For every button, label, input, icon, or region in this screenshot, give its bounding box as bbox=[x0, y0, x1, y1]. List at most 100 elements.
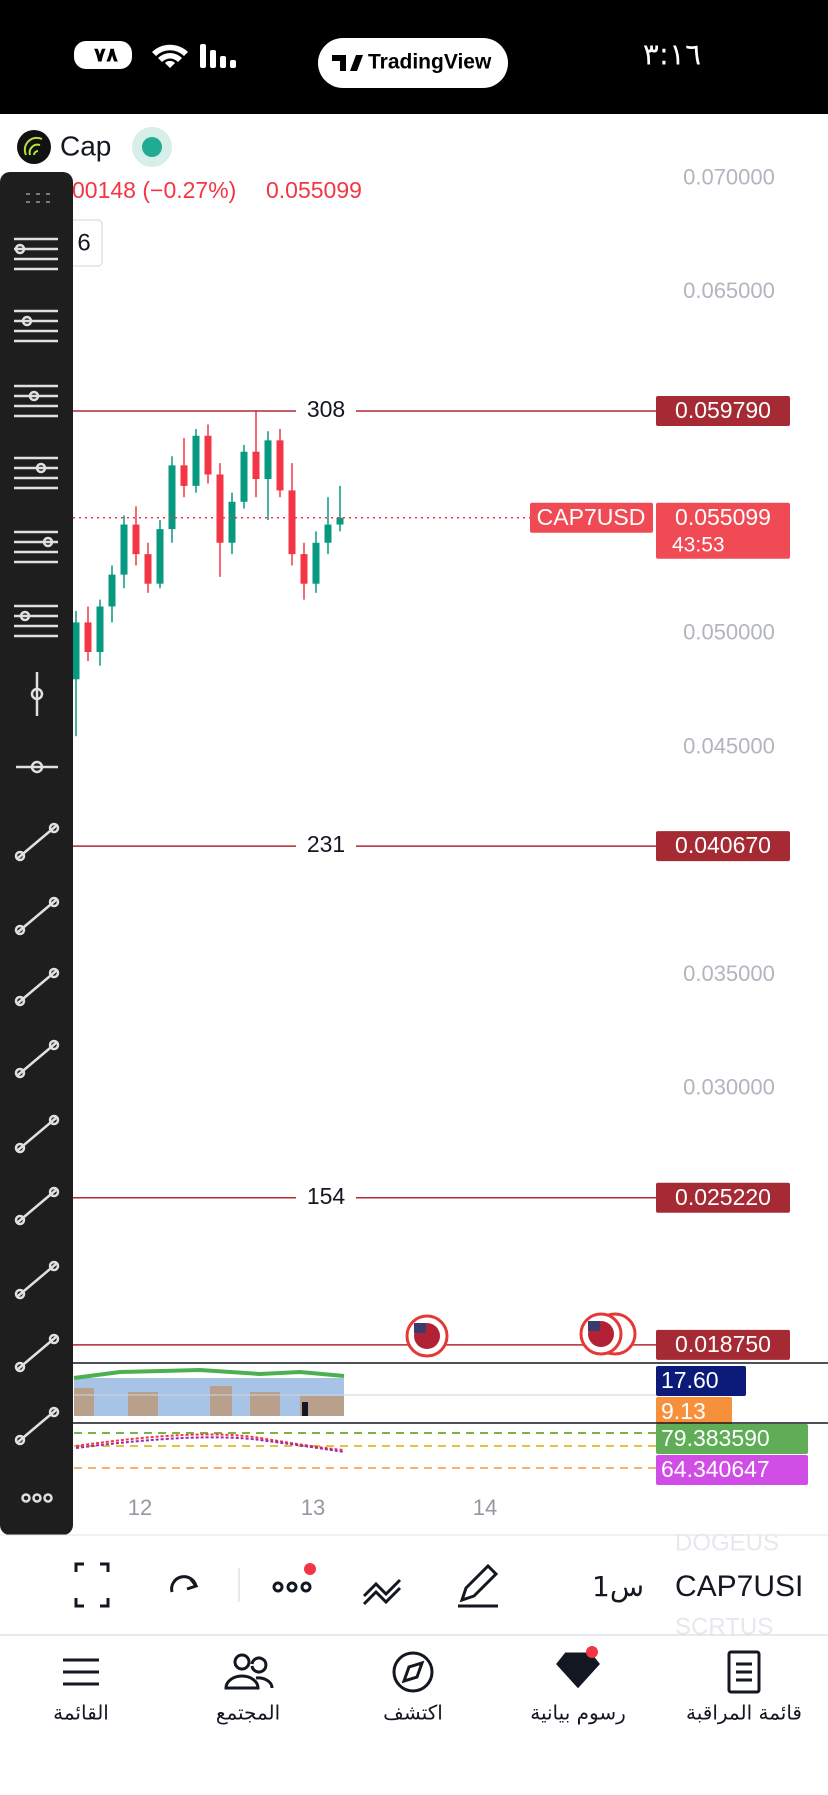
drawing-tool[interactable] bbox=[14, 1186, 60, 1226]
handle bbox=[30, 687, 44, 701]
fullscreen-button[interactable] bbox=[74, 1562, 110, 1608]
candle-body bbox=[168, 465, 176, 530]
current-price-label: 0.055099 bbox=[675, 504, 771, 530]
handle bbox=[48, 1186, 60, 1198]
nav-item[interactable]: اكتشف bbox=[383, 1651, 443, 1725]
event-flag[interactable] bbox=[405, 1314, 449, 1358]
drawing-tool[interactable] bbox=[21, 1493, 53, 1503]
drawing-tool[interactable] bbox=[16, 760, 58, 774]
indicator-value: 17.60 bbox=[661, 1367, 719, 1393]
wifi-icon bbox=[152, 44, 188, 68]
candle-body bbox=[96, 606, 104, 652]
handle bbox=[28, 390, 40, 402]
handle bbox=[14, 1142, 26, 1154]
candle-body bbox=[336, 517, 344, 525]
candle-body bbox=[144, 554, 152, 584]
indicator-tag bbox=[656, 1424, 808, 1454]
nav-item[interactable]: المجتمع bbox=[216, 1653, 280, 1725]
drawing-tool[interactable] bbox=[14, 384, 58, 418]
handle bbox=[14, 1361, 26, 1373]
nav-label: المجتمع bbox=[216, 1701, 280, 1725]
price-axis-label: 0.070000 bbox=[683, 164, 775, 189]
drawing-toolbar bbox=[0, 172, 73, 1535]
prev-symbol: DOGEUS bbox=[675, 1529, 779, 1556]
drawing-tool[interactable] bbox=[14, 456, 58, 490]
next-symbol: SCRTUS bbox=[675, 1613, 773, 1640]
candle-body bbox=[192, 435, 200, 486]
nav-icon bbox=[63, 1658, 99, 1686]
redo-button[interactable] bbox=[170, 1575, 199, 1593]
drawing-tool[interactable] bbox=[14, 1260, 60, 1300]
level-label: 154 bbox=[307, 1183, 346, 1209]
drawing-tool[interactable] bbox=[14, 604, 58, 638]
indicator-value: 79.383590 bbox=[661, 1425, 770, 1451]
drawing-tool[interactable] bbox=[30, 672, 44, 716]
candle-body bbox=[288, 490, 296, 555]
more-button[interactable] bbox=[272, 1581, 312, 1593]
handle bbox=[30, 760, 44, 774]
symbol[interactable]: Cap bbox=[60, 130, 111, 161]
dot bbox=[32, 1493, 42, 1503]
dot bbox=[21, 1493, 31, 1503]
drawing-tool[interactable] bbox=[14, 896, 60, 936]
drawing-tool[interactable] bbox=[14, 1039, 60, 1079]
handle bbox=[48, 896, 60, 908]
drawing-tool[interactable] bbox=[14, 1114, 60, 1154]
drawing-tool[interactable] bbox=[14, 1333, 60, 1373]
nav-icon bbox=[556, 1652, 600, 1689]
symbol-selector[interactable]: CAP7USI bbox=[675, 1570, 803, 1603]
drawing-tool[interactable] bbox=[14, 237, 58, 271]
time-axis-label: 13 bbox=[301, 1495, 325, 1520]
stroke bbox=[17, 1042, 57, 1076]
level-label-bg bbox=[296, 832, 356, 861]
market-status-dot bbox=[142, 137, 162, 157]
handle bbox=[14, 1434, 26, 1446]
drawing-tool[interactable] bbox=[14, 967, 60, 1007]
drawing-tool[interactable] bbox=[14, 309, 58, 343]
nav-item[interactable]: القائمة bbox=[53, 1658, 109, 1725]
nav-label: اكتشف bbox=[383, 1701, 443, 1725]
stroke bbox=[17, 1336, 57, 1370]
indicator-tag bbox=[656, 1397, 732, 1427]
candle-body bbox=[84, 622, 92, 652]
level-label-bg bbox=[296, 396, 356, 425]
candle-body bbox=[120, 524, 128, 575]
chart-toolbar bbox=[0, 1535, 828, 1635]
nav-item[interactable]: رسوم بيانية bbox=[530, 1646, 626, 1725]
app-pill[interactable] bbox=[318, 38, 508, 88]
stroke bbox=[17, 1409, 57, 1443]
ring bbox=[392, 1651, 434, 1693]
interval-selector[interactable]: 1س bbox=[592, 1570, 644, 1603]
chart-area: 0.070000 0.065000 0.050000 0.045000 0.035000… bbox=[72, 164, 808, 1520]
drawing-tool[interactable] bbox=[14, 1406, 60, 1446]
price-axis-label: 0.030000 bbox=[683, 1075, 775, 1100]
candle-body bbox=[216, 474, 224, 543]
header-price: 0.055099 bbox=[266, 177, 362, 203]
interval-value: 6 bbox=[77, 229, 90, 256]
event-flag[interactable] bbox=[579, 1312, 637, 1356]
level-label: 231 bbox=[307, 831, 345, 857]
nav-item[interactable]: قائمة المراقبة bbox=[686, 1650, 802, 1725]
handle bbox=[14, 243, 26, 255]
handle bbox=[35, 462, 47, 474]
handle bbox=[48, 1114, 60, 1126]
price-tag-label: 0.040670 bbox=[675, 832, 771, 858]
drawing-tool[interactable] bbox=[14, 530, 58, 564]
drawing-tool[interactable] bbox=[14, 822, 60, 862]
indicator-value: 64.340647 bbox=[661, 1456, 770, 1482]
handle bbox=[48, 967, 60, 979]
indicators-button[interactable] bbox=[362, 1578, 402, 1606]
time-axis-label: 12 bbox=[128, 1495, 152, 1520]
needle bbox=[401, 1660, 425, 1684]
stroke bbox=[17, 1263, 57, 1297]
tools-handle bbox=[26, 193, 50, 203]
dot bbox=[43, 1493, 53, 1503]
draw-button[interactable] bbox=[458, 1563, 499, 1608]
handle bbox=[14, 1214, 26, 1226]
candle-body bbox=[204, 435, 212, 475]
level-label-bg bbox=[296, 1183, 356, 1212]
stroke bbox=[17, 970, 57, 1004]
sheet bbox=[727, 1650, 761, 1694]
handle bbox=[21, 315, 33, 327]
candle-body bbox=[252, 451, 260, 480]
